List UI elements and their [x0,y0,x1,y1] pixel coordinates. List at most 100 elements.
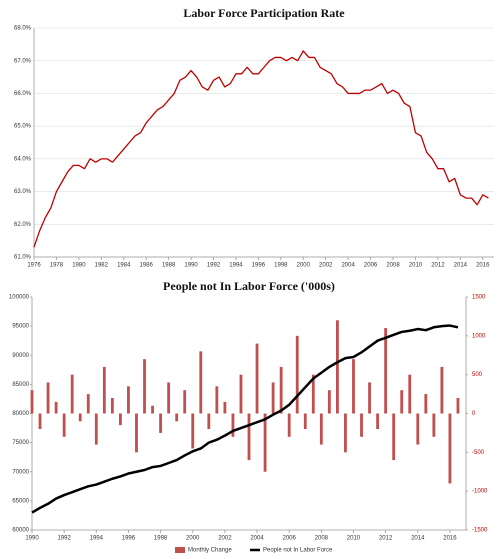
chart-title: People not In Labor Force ('000s) [163,279,335,293]
x-tick-label: 2000 [186,536,200,542]
bar [191,413,195,449]
bar [38,413,42,430]
legend-label: People not In Labor Force [263,548,333,554]
bar [143,359,146,414]
bar [416,413,420,445]
x-tick-label: 2000 [297,263,311,269]
x-tick-label: 2016 [476,263,490,269]
x-tick-label: 2004 [341,263,355,269]
bar [135,413,138,453]
x-tick-label: 1998 [274,263,288,269]
bar [432,413,436,437]
y-tick-label: 80000 [12,411,29,417]
x-tick-label: 1996 [122,536,136,542]
bar [352,359,355,414]
x-tick-label: 2002 [218,536,232,542]
x-tick-label: 1992 [207,263,221,269]
x-tick-label: 2016 [443,536,457,542]
bar [319,413,323,445]
legend-label: Monthly Change [188,548,232,554]
bar [159,413,162,433]
bar [360,413,363,437]
x-tick-label: 2014 [411,536,425,542]
bar [295,335,299,414]
y-tick-label: 62.0% [14,222,32,228]
x-tick-label: 2002 [319,263,333,269]
x-tick-label: 1994 [90,536,104,542]
bar [327,390,331,414]
y2-tick-label: -1500 [472,528,488,534]
bar [255,343,259,414]
y2-tick-label: 500 [472,372,483,378]
bar [110,397,114,414]
data-line [31,324,459,514]
bar [199,351,203,414]
x-tick-label: 1994 [229,263,243,269]
bar [239,374,243,414]
bar [448,413,452,484]
bar [344,413,347,453]
y-tick-label: 67.0% [14,58,32,64]
x-tick-label: 1996 [252,263,266,269]
x-tick-label: 2008 [315,536,329,542]
y-tick-label: 70000 [12,469,29,475]
y2-tick-label: 1000 [472,333,486,339]
bar [175,413,179,422]
y-tick-label: 64.0% [14,156,32,162]
bar [392,413,396,461]
bar [231,413,235,437]
x-tick-label: 2004 [250,536,264,542]
y2-tick-label: 0 [472,411,476,417]
x-tick-label: 1982 [95,263,109,269]
x-tick-label: 1980 [72,263,86,269]
y-tick-label: 61.0% [14,255,32,261]
y-tick-label: 65.0% [14,124,32,130]
bar [54,401,58,414]
bar [263,413,267,472]
y-tick-label: 63.0% [14,189,32,195]
x-tick-label: 2006 [364,263,378,269]
x-tick-label: 1990 [184,263,198,269]
bar [247,413,251,461]
bar [119,413,122,426]
legend-swatch [175,547,185,553]
bar [127,386,130,414]
y-tick-label: 75000 [12,440,29,446]
bar [102,366,106,414]
x-tick-label: 1984 [117,263,131,269]
y-tick-label: 85000 [12,382,29,388]
bar [151,405,154,414]
x-tick-label: 1986 [140,263,154,269]
x-tick-label: 2010 [347,536,361,542]
x-tick-label: 1992 [57,536,71,542]
bar [368,382,371,414]
y-tick-label: 65000 [12,498,29,504]
x-tick-label: 1998 [154,536,168,542]
bar [279,366,283,414]
bar [223,401,227,414]
x-tick-label: 2010 [409,263,423,269]
bar [215,386,219,414]
y-tick-label: 68.0% [14,26,32,32]
x-tick-label: 1976 [27,263,41,269]
x-tick-label: 2008 [386,263,400,269]
bar [384,328,388,414]
bar [287,413,291,437]
bar [167,382,171,414]
bar [400,390,404,414]
bar [376,413,379,430]
y2-tick-label: 1500 [472,295,486,301]
bar [207,413,211,430]
bar [78,413,82,422]
y-tick-label: 90000 [12,353,29,359]
bar [424,394,428,414]
y2-tick-label: -1000 [472,489,488,495]
y2-tick-label: -500 [472,450,485,456]
bar [46,382,50,414]
x-tick-label: 2012 [379,536,393,542]
bar [271,382,275,414]
y-tick-label: 60000 [12,528,29,534]
chart-title: Labor Force Participation Rate [183,6,345,20]
bar [183,390,187,414]
